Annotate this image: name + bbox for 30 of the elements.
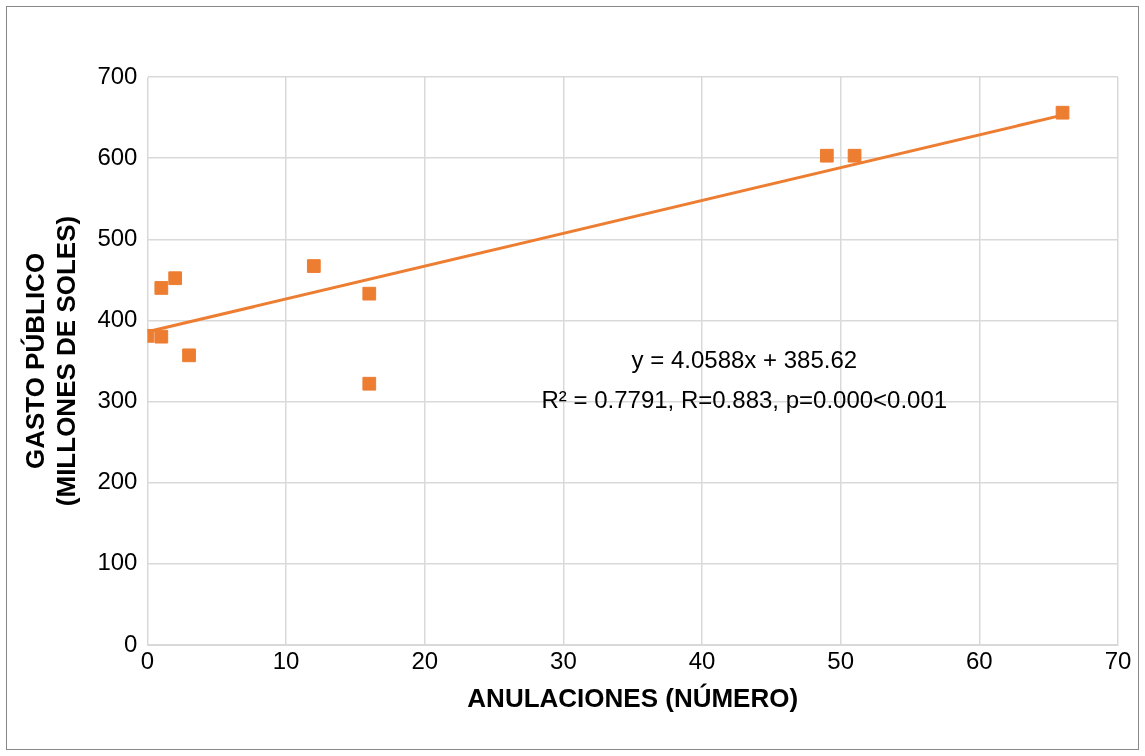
point [362,286,377,301]
annotation: y = 4.0588x + 385.62 [631,345,858,373]
y-tick-label: 400 [97,305,138,333]
y-tick-label: 200 [97,467,138,495]
x-tick-label: 20 [411,647,439,675]
x-tick-label: 0 [140,647,155,675]
y-tick-label: 0 [124,629,138,657]
point [1055,105,1070,120]
y-tick-label: 300 [97,386,138,414]
x-tick-label: 70 [1104,647,1132,675]
y-tick-label: 500 [97,223,138,251]
y-tick-label: 600 [97,142,138,170]
y-tick-label: 100 [97,548,138,576]
x-tick-label: 30 [550,647,577,675]
point [168,271,183,286]
annotation: R² = 0.7791, R=0.883, p=0.000<0.001 [541,385,948,413]
point [362,376,377,391]
point [182,348,196,363]
x-tick-label: 60 [966,647,993,675]
x-tick-label: 40 [688,647,716,675]
x-tick-label: 50 [827,647,855,675]
y-tick-label: 700 [97,61,138,89]
x-axis-title: ANULACIONES (NÚMERO) [467,682,799,713]
point [819,148,834,163]
x-tick-label: 10 [272,647,300,675]
point [154,329,169,344]
y-axis-title: GASTO PÚBLICO (MILLONES DE SOLES) [19,215,81,507]
point [154,281,169,295]
point [306,259,321,273]
point [847,148,862,163]
